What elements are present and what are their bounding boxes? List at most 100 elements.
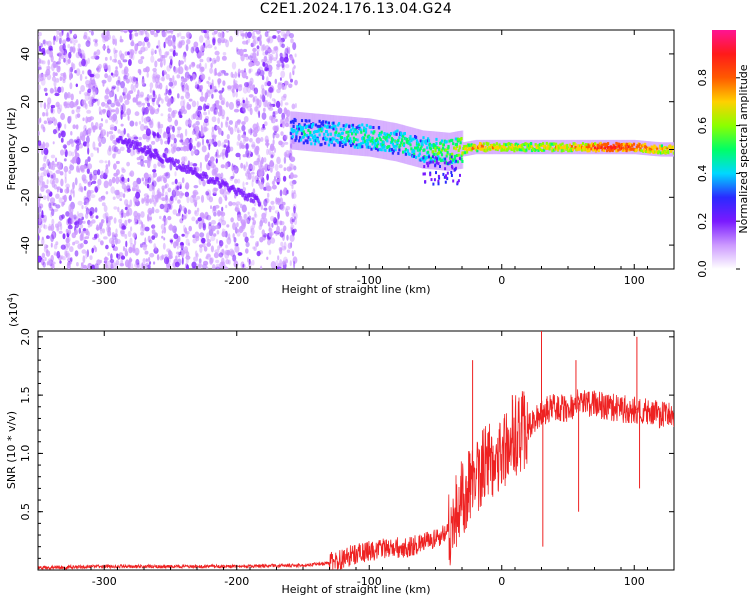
noise-cell: [253, 95, 258, 102]
noise-cell: [65, 103, 71, 109]
signal-cell: [530, 145, 534, 149]
noise-cell: [213, 85, 217, 94]
noise-cell: [259, 265, 263, 269]
noise-cell: [264, 56, 267, 63]
noise-cell: [134, 43, 139, 52]
noise-cell: [94, 207, 98, 213]
signal-cell: [365, 139, 368, 143]
noise-cell: [231, 61, 237, 70]
noise-cell: [148, 216, 152, 221]
noise-cell: [122, 248, 128, 252]
noise-cell: [250, 235, 255, 239]
signal-halo-cell: [317, 113, 320, 152]
noise-cell: [138, 136, 142, 141]
signal-halo-cell: [295, 111, 297, 150]
noise-cell: [112, 134, 116, 139]
noise-cell: [108, 64, 111, 73]
noise-cell: [270, 154, 274, 159]
noise-cell: [46, 158, 50, 167]
signal-halo-cell: [449, 132, 452, 171]
noise-cell: [180, 95, 184, 100]
noise-cell: [64, 171, 67, 179]
noise-cell: [179, 184, 182, 190]
noise-cell: [193, 256, 199, 262]
signal-cell: [303, 132, 306, 136]
signal-halo-cell: [442, 132, 445, 171]
noise-cell: [159, 82, 163, 90]
noise-cell: [188, 225, 192, 232]
signal-cell: [425, 139, 428, 143]
noise-cell: [67, 224, 73, 230]
noise-cell: [224, 195, 228, 202]
noise-cell: [52, 263, 55, 269]
signal-cell: [375, 147, 378, 150]
noise-cell: [51, 63, 55, 72]
noise-cell: [266, 76, 269, 84]
noise-cell: [215, 263, 221, 269]
noise-cell: [213, 252, 219, 259]
signal-halo-cell: [305, 112, 308, 151]
noise-cell: [150, 51, 154, 56]
noise-cell: [82, 220, 86, 224]
noise-cell: [232, 233, 235, 239]
signal-cell: [626, 147, 629, 151]
noise-cell: [69, 211, 74, 219]
noise-cell: [283, 156, 287, 164]
colorbar-tick-label: 0.8: [696, 69, 709, 87]
signal-cell: [667, 149, 670, 153]
noise-cell: [183, 156, 188, 162]
noise-cell: [195, 120, 200, 126]
noise-cell: [141, 78, 145, 86]
noise-cell: [137, 40, 143, 47]
signal-cell: [374, 141, 377, 145]
signal-cell: [448, 139, 451, 143]
noise-cell: [172, 75, 175, 83]
noise-cell: [60, 178, 64, 187]
noise-cell: [215, 151, 218, 157]
noise-cell: [199, 161, 202, 169]
noise-cell: [188, 242, 191, 247]
noise-cell: [162, 177, 166, 182]
signal-cell: [445, 140, 448, 144]
signal-cell: [346, 137, 349, 141]
signal-cell: [454, 137, 457, 141]
signal-cell: [627, 145, 630, 149]
noise-cell: [82, 141, 88, 147]
noise-cell: [55, 193, 60, 199]
noise-cell: [177, 93, 180, 99]
signal-cell: [398, 136, 401, 140]
signal-cell: [515, 142, 518, 146]
signal-cell: [542, 142, 545, 146]
noise-cell: [186, 195, 190, 204]
noise-cell: [224, 149, 229, 158]
noise-cell: [67, 44, 71, 49]
noise-cell: [174, 171, 177, 177]
noise-cell: [291, 189, 294, 197]
noise-cell: [209, 67, 214, 74]
noise-cell: [94, 98, 98, 102]
signal-cell: [450, 174, 453, 177]
noise-cell: [167, 39, 173, 47]
noise-cell: [158, 48, 162, 56]
noise-cell: [260, 204, 264, 210]
signal-cell: [455, 144, 458, 148]
signal-halo-cell: [411, 127, 414, 166]
signal-cell: [574, 146, 577, 149]
noise-cell: [157, 39, 161, 48]
noise-cell: [182, 216, 187, 220]
noise-cell: [277, 82, 283, 90]
signal-cell: [377, 126, 381, 130]
signal-halo-cell: [525, 139, 527, 155]
noise-cell: [269, 90, 272, 99]
noise-cell: [254, 60, 260, 67]
signal-cell: [539, 148, 542, 152]
noise-cell: [143, 125, 149, 130]
noise-cell: [116, 239, 121, 244]
signal-cell: [425, 142, 428, 146]
noise-cell: [79, 133, 85, 141]
noise-cell: [151, 175, 154, 182]
noise-cell: [218, 90, 224, 94]
signal-cell: [404, 152, 407, 156]
